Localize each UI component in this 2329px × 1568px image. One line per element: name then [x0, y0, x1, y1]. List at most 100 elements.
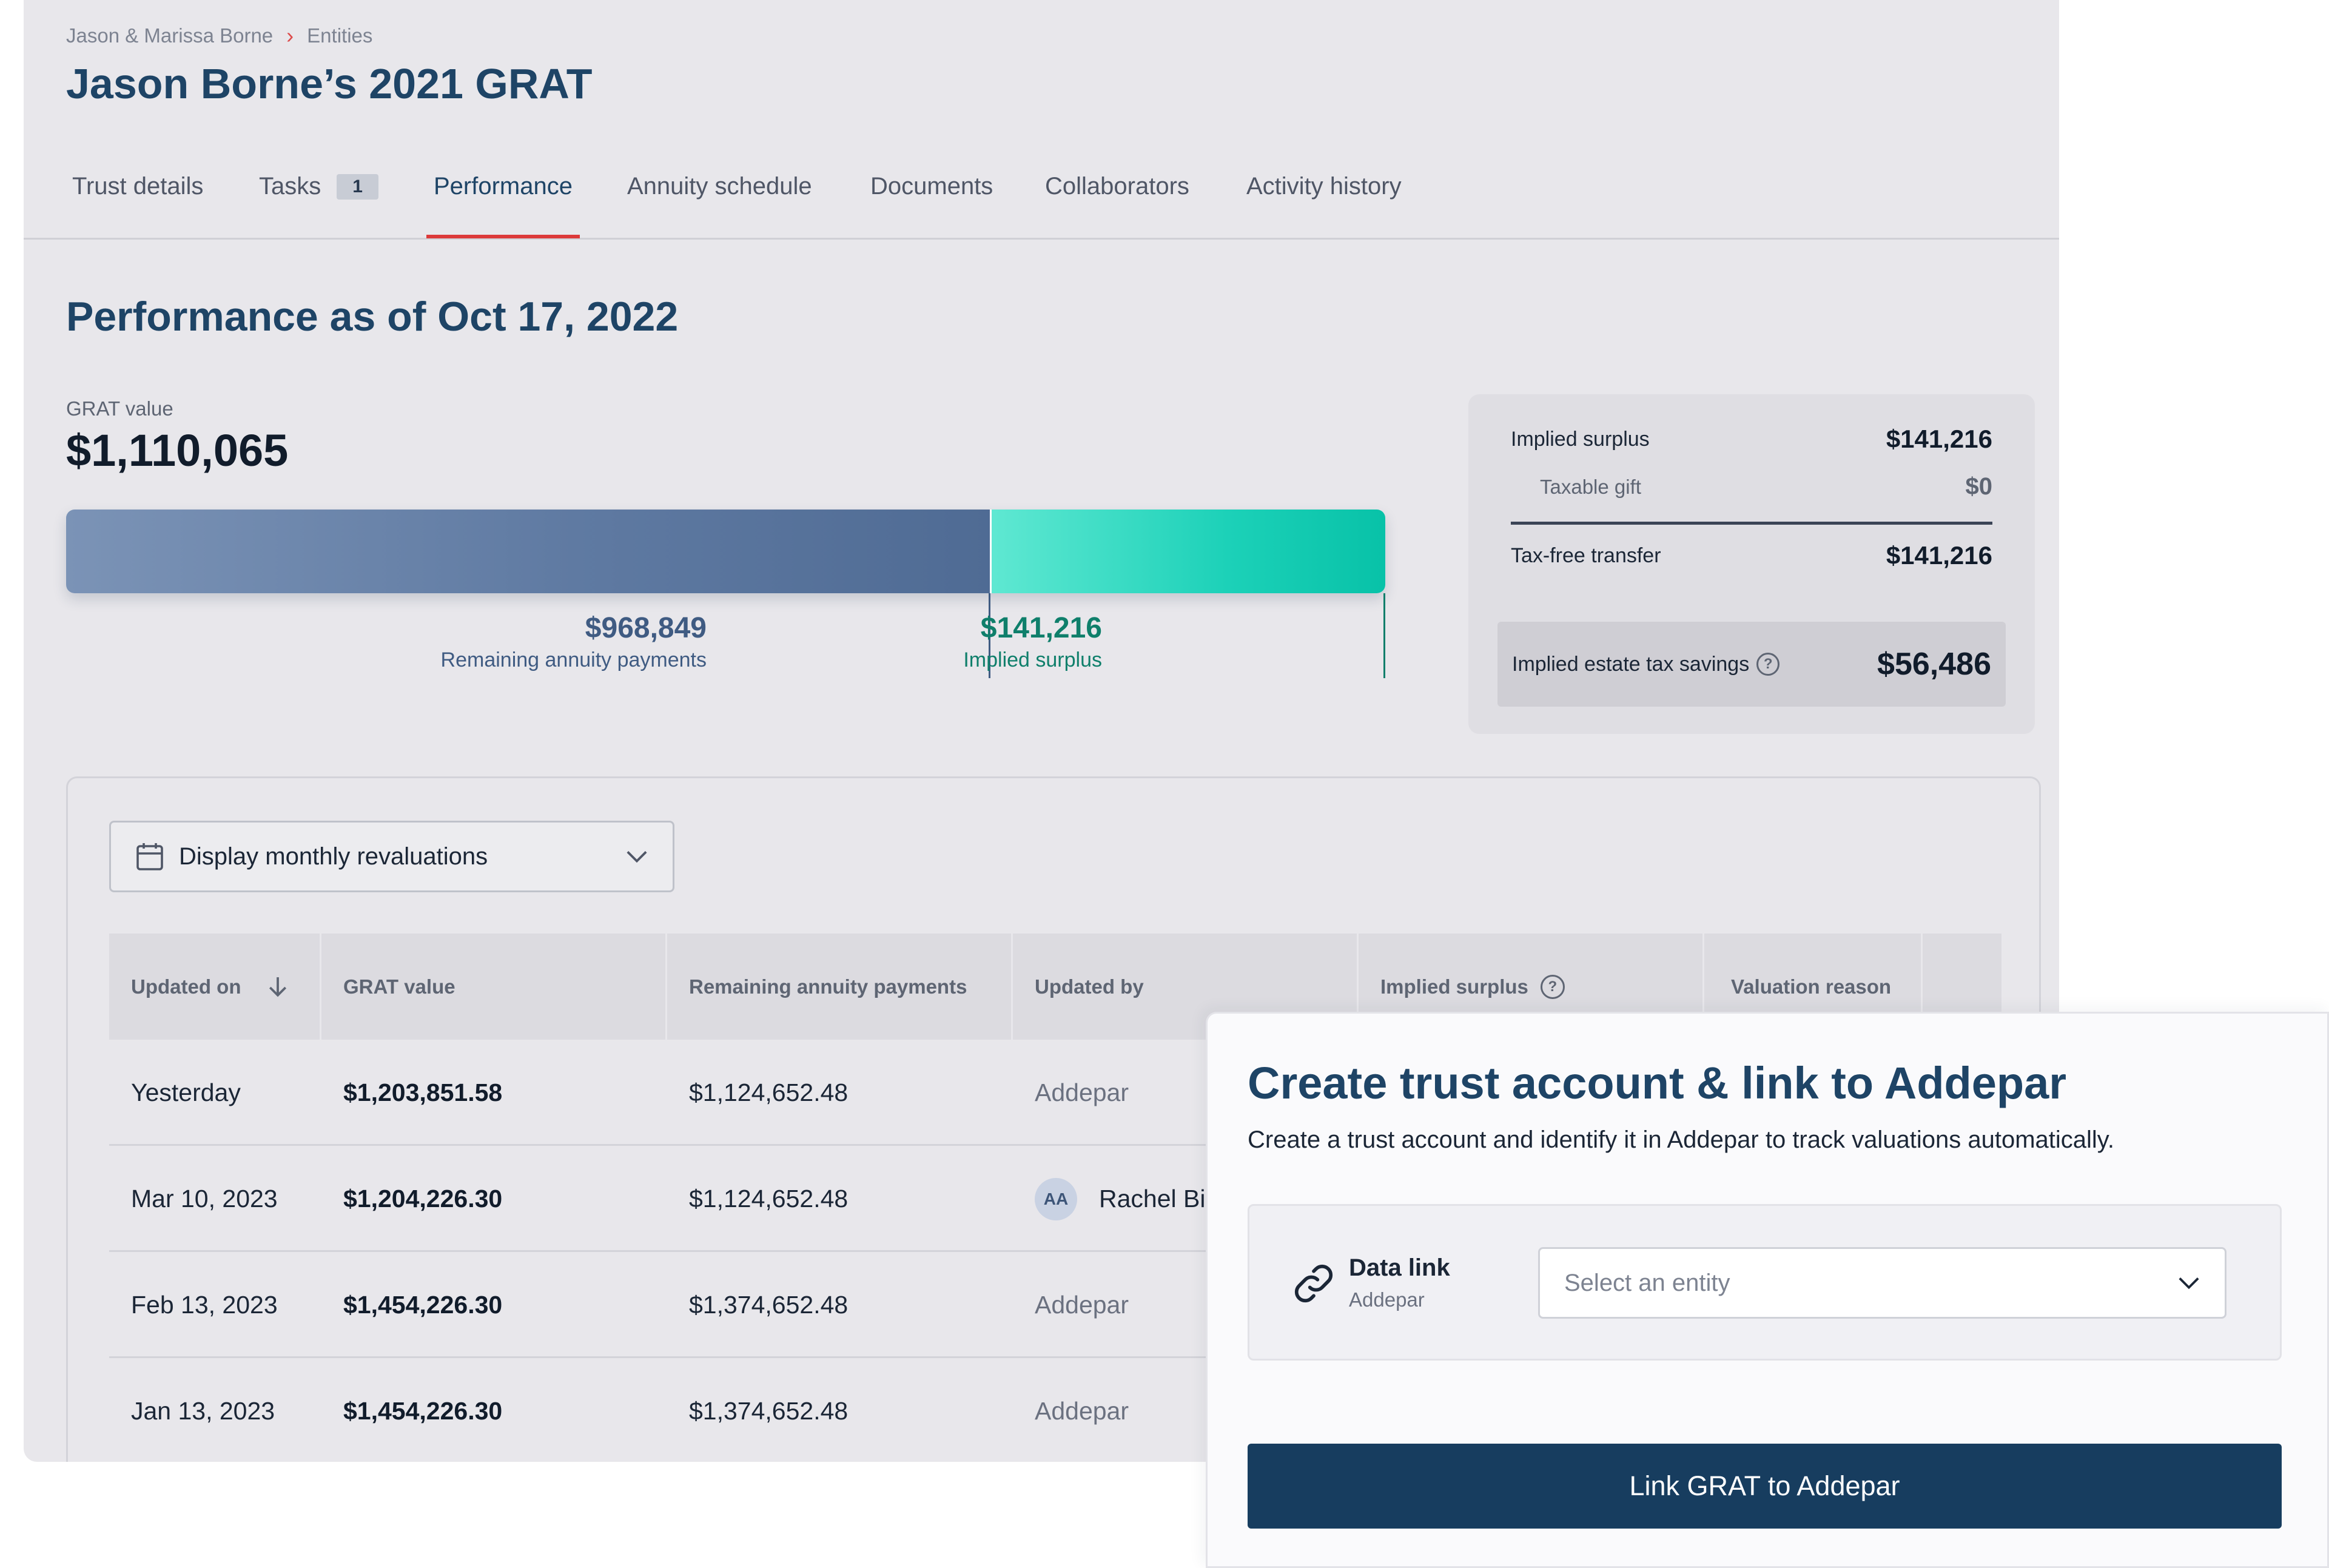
column-header-valuation-reason[interactable]: Valuation reason: [1704, 934, 1923, 1040]
cell-updated-by: Addepar: [1035, 1397, 1129, 1425]
tasks-count-badge: 1: [337, 174, 378, 200]
cell-updated-by: AA Rachel Bi: [1013, 1146, 1205, 1252]
taxable-gift-row: Taxable gift $0: [1511, 473, 1992, 500]
column-header-updated-by[interactable]: Updated by: [1013, 934, 1359, 1040]
tab-documents[interactable]: Documents: [870, 173, 993, 238]
data-link-source: Addepar: [1349, 1288, 1425, 1311]
tab-label: Performance: [434, 173, 573, 200]
breadcrumb: Jason & Marissa Borne › Entities: [66, 23, 372, 49]
cell-updated-on: Jan 13, 2023: [131, 1397, 275, 1425]
cell-grat-value: $1,203,851.58: [343, 1078, 503, 1106]
column-header-label: Updated on: [131, 975, 241, 998]
implied-surplus-row: Implied surplus $141,216: [1511, 425, 1992, 454]
tax-free-transfer-label: Tax-free transfer: [1511, 543, 1661, 567]
tab-label: Tasks: [259, 173, 321, 200]
column-header-label: Remaining annuity payments: [689, 975, 967, 998]
column-header-label: Implied surplus: [1380, 975, 1528, 998]
tab-tasks[interactable]: Tasks 1: [259, 173, 378, 238]
column-header-remaining-annuity[interactable]: Remaining annuity payments: [667, 934, 1013, 1040]
avatar: AA: [1035, 1177, 1077, 1220]
revaluations-table-card: Display monthly revaluations Updated on …: [66, 776, 2041, 1462]
taxable-gift-value: $0: [1965, 473, 1993, 500]
tab-label: Annuity schedule: [627, 173, 812, 200]
estate-tax-savings-label-group: Implied estate tax savings ?: [1512, 653, 1780, 676]
tab-annuity-schedule[interactable]: Annuity schedule: [627, 173, 812, 238]
cell-remaining: $1,374,652.48: [689, 1291, 849, 1319]
column-header-implied-surplus[interactable]: Implied surplus ?: [1359, 934, 1704, 1040]
cell-updated-on: Mar 10, 2023: [131, 1185, 278, 1213]
column-header-label: GRAT value: [343, 975, 455, 998]
revaluation-display-dropdown[interactable]: Display monthly revaluations: [109, 821, 674, 892]
cell-updated-by: Addepar: [1035, 1291, 1129, 1319]
table-header: Updated on GRAT value Remaining annuity …: [109, 934, 2001, 1040]
implied-surplus-caption: Implied surplus: [963, 648, 1102, 671]
column-header-label: Updated by: [1035, 975, 1144, 998]
column-header-updated-on[interactable]: Updated on: [109, 934, 321, 1040]
tab-label: Trust details: [72, 173, 204, 200]
estate-tax-savings-label: Implied estate tax savings: [1512, 652, 1750, 676]
cell-grat-value: $1,204,226.30: [343, 1185, 503, 1213]
remaining-annuity-amount: $968,849: [585, 612, 707, 644]
summary-divider: [1511, 522, 1992, 525]
data-link-section: Data link Addepar Select an entity: [1248, 1204, 2282, 1361]
dialog-description: Create a trust account and identify it i…: [1248, 1126, 2114, 1153]
breadcrumb-current-link[interactable]: Entities: [307, 24, 373, 47]
breadcrumb-parent-link[interactable]: Jason & Marissa Borne: [66, 24, 274, 47]
estate-tax-savings-value: $56,486: [1877, 647, 1991, 682]
grat-detail-panel: Jason & Marissa Borne › Entities Jason B…: [24, 0, 2059, 1462]
link-icon: [1294, 1264, 1333, 1303]
cell-remaining: $1,124,652.48: [689, 1185, 849, 1213]
implied-surplus-label: Implied surplus: [1511, 427, 1650, 451]
tab-collaborators[interactable]: Collaborators: [1045, 173, 1189, 238]
arrow-down-icon[interactable]: [267, 976, 288, 998]
estate-tax-savings-row: Implied estate tax savings ? $56,486: [1497, 622, 2006, 707]
cell-grat-value: $1,454,226.30: [343, 1397, 503, 1425]
grat-value: $1,110,065: [66, 425, 289, 476]
table-row[interactable]: Jan 13, 2023 $1,454,226.30 $1,374,652.48…: [109, 1358, 2001, 1462]
question-circle-icon[interactable]: ?: [1540, 974, 1565, 999]
tab-performance[interactable]: Performance: [426, 173, 580, 238]
chevron-down-icon: [2179, 1277, 2199, 1290]
implied-surplus-value: $141,216: [1886, 425, 1992, 453]
implied-surplus-amount: $141,216: [980, 612, 1102, 644]
cell-remaining: $1,124,652.48: [689, 1078, 849, 1106]
grat-value-label: GRAT value: [66, 397, 173, 420]
table-row[interactable]: Yesterday $1,203,851.58 $1,124,652.48 Ad…: [109, 1040, 2001, 1146]
remaining-annuity-segment: [66, 510, 990, 593]
link-grat-button[interactable]: Link GRAT to Addepar: [1248, 1444, 2282, 1529]
cell-updated-on: Feb 13, 2023: [131, 1291, 278, 1319]
data-link-label: Data link: [1349, 1254, 1450, 1281]
entity-select[interactable]: Select an entity: [1538, 1247, 2226, 1319]
cell-updated-by: Addepar: [1035, 1078, 1129, 1106]
cell-grat-value: $1,454,226.30: [343, 1291, 503, 1319]
tab-label: Collaborators: [1045, 173, 1189, 200]
column-header-grat-value[interactable]: GRAT value: [321, 934, 667, 1040]
chevron-right-icon: ›: [286, 23, 294, 48]
question-circle-icon[interactable]: ?: [1756, 653, 1780, 676]
tab-label: Activity history: [1246, 173, 1402, 200]
tab-trust-details[interactable]: Trust details: [72, 173, 203, 238]
dropdown-label: Display monthly revaluations: [179, 843, 488, 870]
table-row[interactable]: Mar 10, 2023 $1,204,226.30 $1,124,652.48…: [109, 1146, 2001, 1252]
tab-label: Documents: [870, 173, 993, 200]
performance-heading: Performance as of Oct 17, 2022: [66, 294, 679, 340]
calendar-icon: [136, 843, 163, 870]
cell-updated-on: Yesterday: [131, 1078, 241, 1106]
implied-surplus-segment: [989, 510, 1385, 593]
remaining-annuity-callout: $968,849 Remaining annuity payments: [441, 611, 707, 672]
column-header-label: Valuation reason: [1731, 975, 1892, 998]
tab-activity-history[interactable]: Activity history: [1246, 173, 1402, 238]
taxable-gift-label: Taxable gift: [1540, 475, 1641, 498]
implied-surplus-marker: [1383, 593, 1385, 678]
dialog-title: Create trust account & link to Addepar: [1248, 1058, 2067, 1108]
tab-bar: Trust details Tasks 1 Performance Annuity…: [24, 149, 2059, 240]
table-row[interactable]: Feb 13, 2023 $1,454,226.30 $1,374,652.48…: [109, 1252, 2001, 1358]
cell-remaining: $1,374,652.48: [689, 1397, 849, 1425]
tax-free-transfer-value: $141,216: [1886, 541, 1992, 570]
updated-by-name: Rachel Bi: [1099, 1185, 1206, 1213]
entity-select-placeholder: Select an entity: [1564, 1269, 1730, 1296]
grat-breakdown-bar: [66, 510, 1385, 593]
page-title: Jason Borne’s 2021 GRAT: [66, 60, 593, 107]
link-addepar-dialog: Create trust account & link to Addepar C…: [1206, 1012, 2329, 1568]
surplus-summary-card: Implied surplus $141,216 Taxable gift $0…: [1468, 394, 2035, 734]
